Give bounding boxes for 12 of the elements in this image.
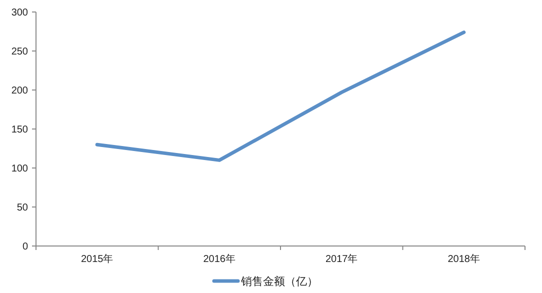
ytick: 250 [11, 46, 28, 58]
xtick: 2015年 [81, 254, 114, 265]
ytick: 300 [11, 8, 28, 18]
legend: 销售金额（亿） [241, 276, 318, 288]
xtick: 2016年 [203, 254, 236, 265]
ytick: 100 [11, 164, 28, 174]
ytick: 200 [11, 86, 28, 96]
xtick: 2018年 [448, 254, 480, 265]
ytick: 0 [22, 242, 28, 252]
ytick: 50 [16, 202, 28, 214]
xtick: 2017年 [326, 254, 358, 265]
ytick: 150 [11, 124, 28, 136]
